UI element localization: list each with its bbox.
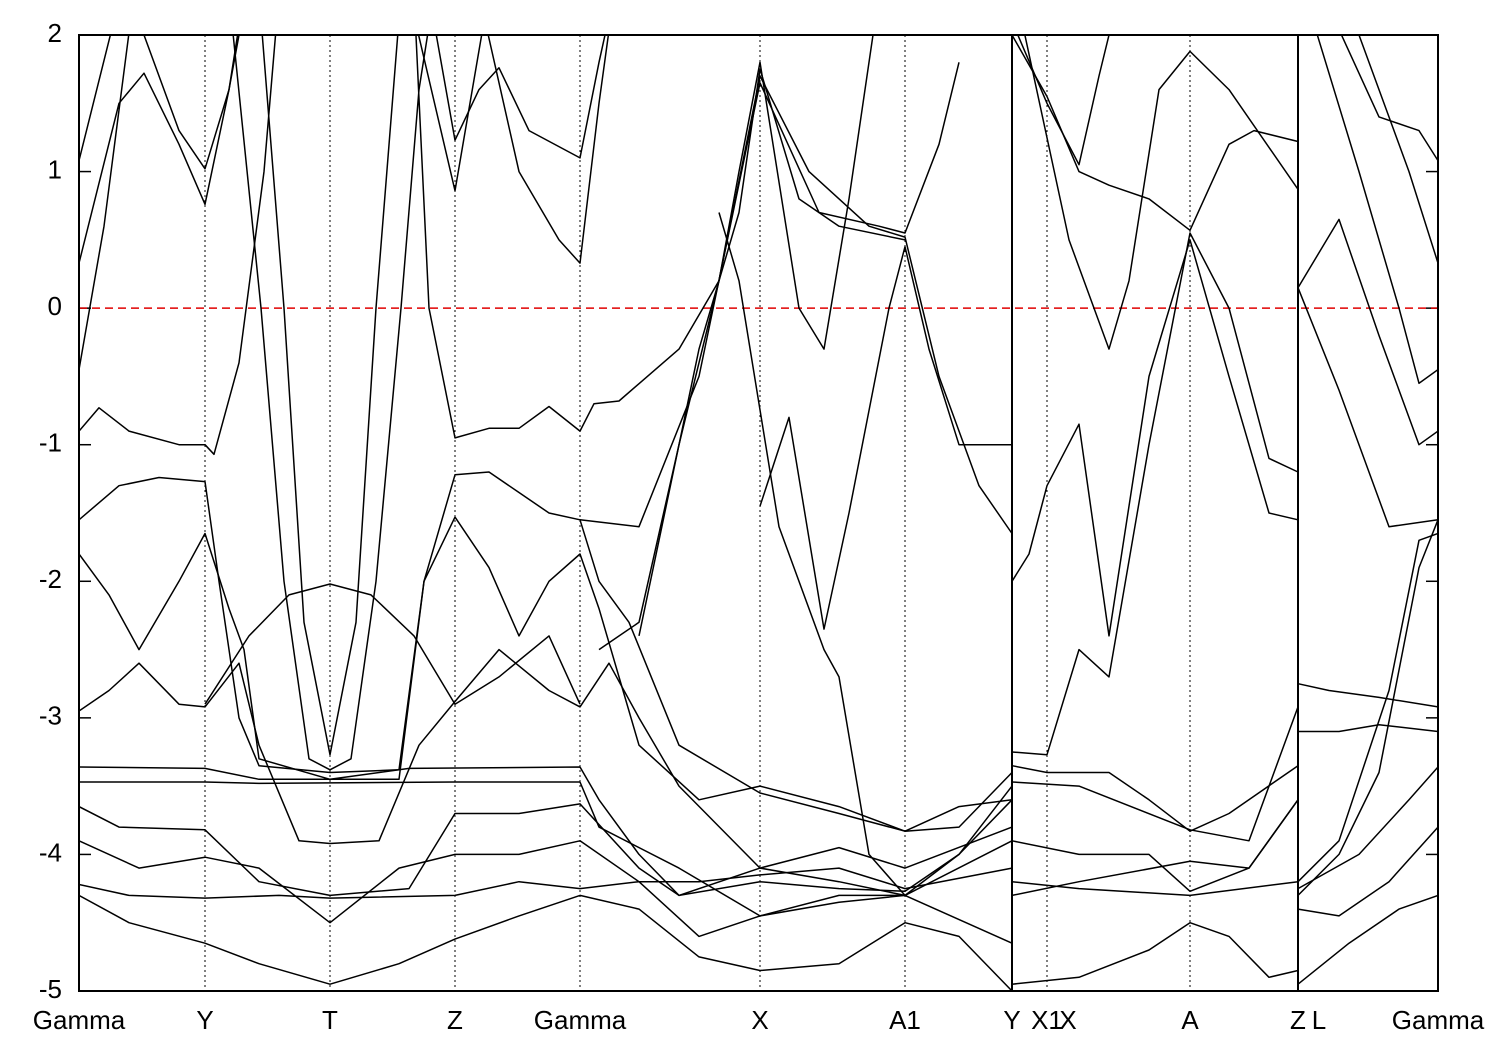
band-line <box>435 35 606 159</box>
band-line <box>1297 287 1438 528</box>
x-tick-label: Y <box>1003 1005 1020 1035</box>
x-tick-label: Gamma <box>33 1005 126 1035</box>
x-tick-label: Y <box>196 1005 213 1035</box>
band-line <box>79 35 130 370</box>
x-tick-label: X <box>1059 1005 1076 1035</box>
band-line <box>79 766 1013 897</box>
band-line <box>1011 799 1299 897</box>
band-line <box>232 35 429 771</box>
bands <box>79 35 1438 991</box>
band-line <box>79 803 1013 897</box>
y-tick-label: 0 <box>48 291 62 321</box>
band-line <box>1297 894 1438 985</box>
band-line <box>1011 239 1299 637</box>
x-tick-label: A <box>1181 1005 1199 1035</box>
band-line <box>1011 232 1299 756</box>
band-line <box>1297 826 1438 917</box>
y-tick-label: -3 <box>39 701 62 731</box>
y-tick-label: 1 <box>48 154 62 184</box>
band-line <box>79 894 1013 991</box>
y-tick-label: 2 <box>48 18 62 48</box>
band-line <box>79 867 1013 899</box>
band-line <box>1297 682 1438 708</box>
band-line <box>759 245 1012 630</box>
band-line <box>1011 706 1299 842</box>
band-line <box>1340 35 1438 162</box>
band-line <box>1011 921 1299 985</box>
band-line <box>1316 35 1438 385</box>
band-line <box>79 648 1013 869</box>
band-line <box>79 840 1013 944</box>
x-tick-label: Gamma <box>1392 1005 1485 1035</box>
band-line <box>1297 766 1438 890</box>
band-line <box>1297 519 1438 896</box>
x-tick-label: Z <box>1290 1005 1306 1035</box>
band-line <box>718 212 906 896</box>
x-tick-label: Gamma <box>534 1005 627 1035</box>
band-line <box>1298 723 1438 733</box>
band-line <box>79 471 1013 832</box>
y-tick-label: -4 <box>39 837 62 867</box>
band-line <box>638 68 906 637</box>
band-line <box>1011 764 1299 832</box>
x-tick-label: Z <box>447 1005 463 1035</box>
band-line <box>204 583 581 705</box>
band-line <box>79 516 1013 832</box>
band-line <box>1011 880 1299 897</box>
x-tick-label: X1 <box>1031 1005 1063 1035</box>
band-line <box>415 35 1013 534</box>
band-line <box>487 35 610 264</box>
band-line <box>1297 218 1438 446</box>
band-line <box>598 35 874 651</box>
x-tick-label: T <box>322 1005 338 1035</box>
y-tick-label: -1 <box>39 428 62 458</box>
band-line <box>261 35 399 756</box>
band-line <box>79 35 239 264</box>
plot-frame <box>78 34 1439 992</box>
band-line <box>1024 35 1299 350</box>
y-tick-label: -5 <box>39 974 62 1004</box>
y-tick-label: -2 <box>39 564 62 594</box>
band-line <box>417 35 483 192</box>
band-line <box>1011 35 1299 232</box>
x-tick-label: L <box>1312 1005 1326 1035</box>
x-tick-label: A1 <box>889 1005 921 1035</box>
band-line <box>1358 35 1438 264</box>
x-tick-label: X <box>751 1005 768 1035</box>
band-line <box>1297 532 1438 883</box>
band-line <box>79 35 277 456</box>
band-line <box>79 781 1013 917</box>
